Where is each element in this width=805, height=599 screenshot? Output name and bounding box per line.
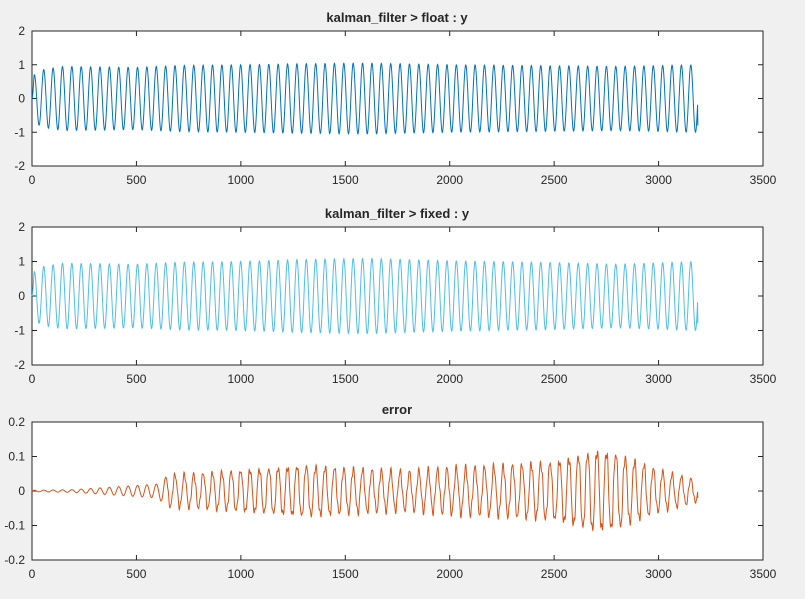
series-line [31, 450, 699, 532]
x-tick-label: 3000 [645, 173, 672, 187]
y-tick-label: 1 [18, 58, 25, 72]
y-tick-label: 0.1 [8, 450, 25, 464]
x-tick-label: 500 [126, 173, 146, 187]
y-tick-label: -2 [14, 358, 25, 372]
x-tick-label: 2500 [541, 372, 568, 386]
x-tick-label: 1500 [332, 173, 359, 187]
y-tick-label: 0 [18, 484, 25, 498]
x-tick-label: 1000 [228, 567, 255, 581]
x-tick-label: 3500 [750, 567, 777, 581]
plot-float-y: kalman_filter > float : y 0 500 1000 1500 20… [14, 10, 776, 187]
y-tick-label: -0.1 [4, 519, 25, 533]
x-tick-label: 1500 [332, 372, 359, 386]
x-tick-label: 500 [126, 372, 146, 386]
x-tick-label: 2000 [436, 567, 463, 581]
x-tick-label: 3000 [645, 567, 672, 581]
x-tick-label: 0 [29, 567, 36, 581]
x-tick-label: 1000 [228, 173, 255, 187]
plot-title: kalman_filter > float : y [326, 10, 468, 25]
y-tick-label: -2 [14, 159, 25, 173]
y-tick-label: -1 [14, 125, 25, 139]
plot-error: error 0 500 1000 1500 2000 2500 3000 3500 -0.2 -0… [4, 402, 776, 581]
x-tick-label: 2000 [436, 173, 463, 187]
x-tick-label: 2000 [436, 372, 463, 386]
plot-title: kalman_filter > fixed : y [325, 206, 470, 221]
x-tick-label: 0 [29, 173, 36, 187]
plot-title: error [382, 402, 412, 417]
y-tick-label: 1 [18, 255, 25, 269]
y-tick-label: 2 [18, 220, 25, 234]
x-tick-label: 2500 [541, 567, 568, 581]
x-tick-label: 0 [29, 372, 36, 386]
x-tick-label: 3000 [645, 372, 672, 386]
x-tick-label: 3500 [750, 372, 777, 386]
x-tick-label: 500 [126, 567, 146, 581]
y-tick-label: 2 [18, 24, 25, 38]
x-tick-label: 1000 [228, 372, 255, 386]
x-tick-label: 3500 [750, 173, 777, 187]
plot-fixed-y: kalman_filter > fixed : y 0 500 1000 1500 20… [14, 206, 776, 386]
y-tick-label: 0 [18, 289, 25, 303]
y-tick-label: 0 [18, 92, 25, 106]
series-line [31, 257, 699, 335]
x-tick-label: 1500 [332, 567, 359, 581]
y-tick-label: -1 [14, 324, 25, 338]
x-tick-label: 2500 [541, 173, 568, 187]
y-tick-label: 0.2 [8, 415, 25, 429]
series-line [31, 62, 699, 135]
y-tick-label: -0.2 [4, 553, 25, 567]
